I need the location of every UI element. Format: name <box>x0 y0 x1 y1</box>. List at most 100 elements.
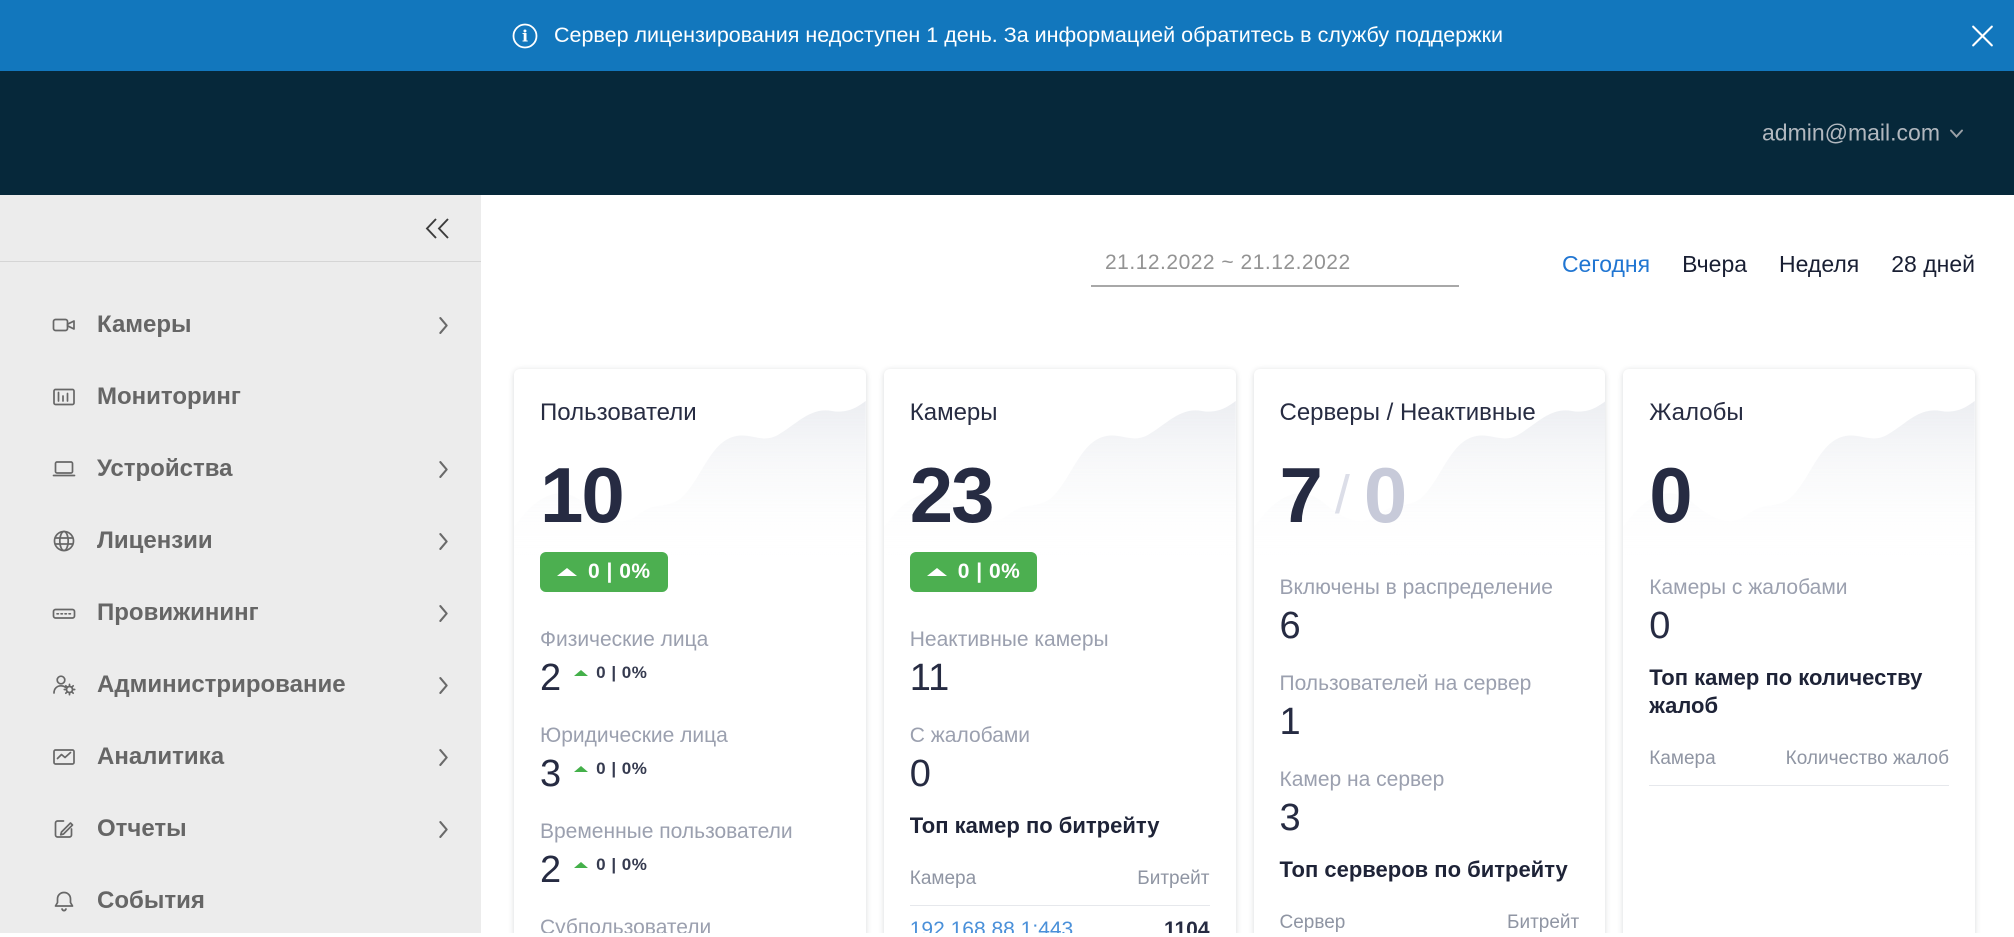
trend-up-icon <box>574 670 589 676</box>
card-complaints: Жалобы 0 Камеры с жалобами 0 Топ камер п… <box>1623 369 1975 933</box>
table-title: Топ камер по количеству жалоб <box>1649 665 1923 718</box>
tab-28-days[interactable]: 28 дней <box>1891 250 1975 277</box>
trend-up-icon <box>557 568 577 576</box>
globe-icon <box>50 528 80 554</box>
value-separator: / <box>1334 465 1350 525</box>
metric-cameras-per-server: Камер на сервер 3 <box>1279 768 1445 839</box>
table-header: Сервер Битрейт <box>1279 912 1580 933</box>
table-title: Топ камер по битрейту <box>909 813 1160 838</box>
sidebar-item-devices[interactable]: Устройства <box>0 433 481 505</box>
info-icon: i <box>511 22 539 50</box>
chevron-right-icon <box>438 604 451 623</box>
camera-link[interactable]: 192.168.88.1:443 <box>909 918 1074 933</box>
license-warning-banner: i Сервер лицензирования недоступен 1 ден… <box>0 0 2014 71</box>
chevron-right-icon <box>438 316 451 335</box>
metric-subusers: Субпользователи 2 0 | 0% <box>540 916 712 933</box>
video-camera-icon <box>50 312 80 338</box>
chevron-right-icon <box>438 748 451 767</box>
card-main-value: 23 <box>909 451 995 539</box>
user-gear-icon <box>50 672 80 698</box>
filters-row: 21.12.2022 ~ 21.12.2022 Сегодня Вчера Не… <box>481 241 2014 287</box>
table-divider <box>909 905 1210 906</box>
metric-legal-entities: Юридические лица 3 0 | 0% <box>540 724 728 795</box>
user-menu[interactable]: admin@mail.com <box>1762 120 1964 147</box>
sidebar-item-provisioning[interactable]: Провижининг <box>0 577 481 649</box>
date-range-input[interactable]: 21.12.2022 ~ 21.12.2022 <box>1091 241 1459 287</box>
trend-up-icon <box>574 862 589 868</box>
trend-wave-decoration <box>883 401 1236 567</box>
trend-wave-decoration <box>514 401 866 567</box>
collapse-sidebar-button[interactable] <box>423 215 453 242</box>
metric-inactive-cameras: Неактивные камеры 11 <box>909 628 1109 699</box>
trend-badge: 0 | 0% <box>909 552 1038 592</box>
table-row: 192.168.88.1:443 1104 <box>910 918 1210 933</box>
table-header: Камера Количество жалоб <box>1649 748 1949 769</box>
metric-individuals: Физические лица 2 0 | 0% <box>540 628 709 699</box>
sidebar-item-licenses[interactable]: Лицензии <box>0 505 481 577</box>
chevron-right-icon <box>438 676 451 695</box>
svg-text:i: i <box>522 26 528 45</box>
card-cameras: Камеры 23 0 | 0% Неактивные камеры 11 <box>883 369 1236 933</box>
dashboard-main: 21.12.2022 ~ 21.12.2022 Сегодня Вчера Не… <box>481 195 2014 933</box>
card-title: Пользователи <box>540 399 697 426</box>
trend-wave-decoration <box>1623 401 1975 567</box>
sidebar-item-label: Отчеты <box>97 815 187 842</box>
sidebar-item-label: Аналитика <box>97 743 225 770</box>
trend-up-icon <box>926 568 947 576</box>
tab-today[interactable]: Сегодня <box>1561 250 1651 277</box>
sidebar-item-administration[interactable]: Администрирование <box>0 649 481 721</box>
trend-wave-decoration <box>1253 401 1606 567</box>
sidebar-item-cameras[interactable]: Камеры <box>0 289 481 361</box>
sidebar-item-analytics[interactable]: Аналитика <box>0 721 481 793</box>
bitrate-value: 1104 <box>1163 918 1210 933</box>
table-title: Топ серверов по битрейту <box>1279 857 1568 882</box>
metric-in-distribution: Включены в распределение 6 <box>1279 576 1553 647</box>
chevron-right-icon <box>438 532 451 551</box>
sidebar-item-label: События <box>97 887 205 914</box>
card-secondary-value: 0 <box>1363 451 1407 539</box>
metric-with-complaints: С жалобами 0 <box>909 724 1031 795</box>
metric-delta: 0 | 0% <box>574 663 647 683</box>
card-title: Жалобы <box>1649 399 1744 426</box>
sidebar-item-label: Мониторинг <box>97 383 241 410</box>
tab-yesterday[interactable]: Вчера <box>1682 250 1748 277</box>
sidebar-item-label: Лицензии <box>97 527 213 554</box>
metric-delta: 0 | 0% <box>574 855 647 875</box>
card-main-value: 0 <box>1649 451 1692 539</box>
trend-badge: 0 | 0% <box>540 552 668 592</box>
user-email: admin@mail.com <box>1761 119 1940 146</box>
metric-users-per-server: Пользователей на сервер 1 <box>1279 672 1532 743</box>
trend-up-icon <box>574 766 589 772</box>
report-pencil-icon <box>50 816 80 842</box>
monitoring-bars-icon <box>50 384 80 410</box>
sidebar-item-label: Устройства <box>97 455 233 482</box>
trend-badge-text: 0 | 0% <box>957 560 1021 583</box>
sidebar-top-strip <box>0 195 481 262</box>
bell-icon <box>50 888 80 914</box>
sidebar-item-label: Камеры <box>97 311 192 338</box>
sidebar-item-events[interactable]: События <box>0 865 481 937</box>
table-divider <box>1649 785 1949 786</box>
metric-temporary-users: Временные пользователи 2 0 | 0% <box>540 820 793 891</box>
chevron-right-icon <box>438 460 451 479</box>
analytics-chart-icon <box>50 744 80 770</box>
sidebar-item-monitoring[interactable]: Мониторинг <box>0 361 481 433</box>
card-title: Серверы / Неактивные <box>1279 399 1536 426</box>
laptop-icon <box>50 456 80 482</box>
close-banner-button[interactable] <box>1969 22 1996 49</box>
sidebar-nav: Камеры Мониторинг <box>0 262 481 937</box>
tab-week[interactable]: Неделя <box>1779 250 1860 277</box>
chevron-down-icon <box>1949 128 1964 138</box>
card-servers: Серверы / Неактивные 7 / 0 Включены в ра… <box>1253 369 1606 933</box>
app-header: admin@mail.com <box>0 71 2014 195</box>
trend-badge-text: 0 | 0% <box>588 560 651 583</box>
metric-cameras-with-complaints: Камеры с жалобами 0 <box>1649 576 1848 647</box>
sidebar-item-label: Администрирование <box>97 671 346 698</box>
sidebar-item-reports[interactable]: Отчеты <box>0 793 481 865</box>
banner-text: Сервер лицензирования недоступен 1 день.… <box>553 23 1503 47</box>
metric-delta: 0 | 0% <box>574 759 647 779</box>
card-users: Пользователи 10 0 | 0% Физические лица <box>514 369 866 933</box>
server-box-icon <box>50 600 80 626</box>
table-header: Камера Битрейт <box>909 868 1210 889</box>
chevron-right-icon <box>438 820 451 839</box>
